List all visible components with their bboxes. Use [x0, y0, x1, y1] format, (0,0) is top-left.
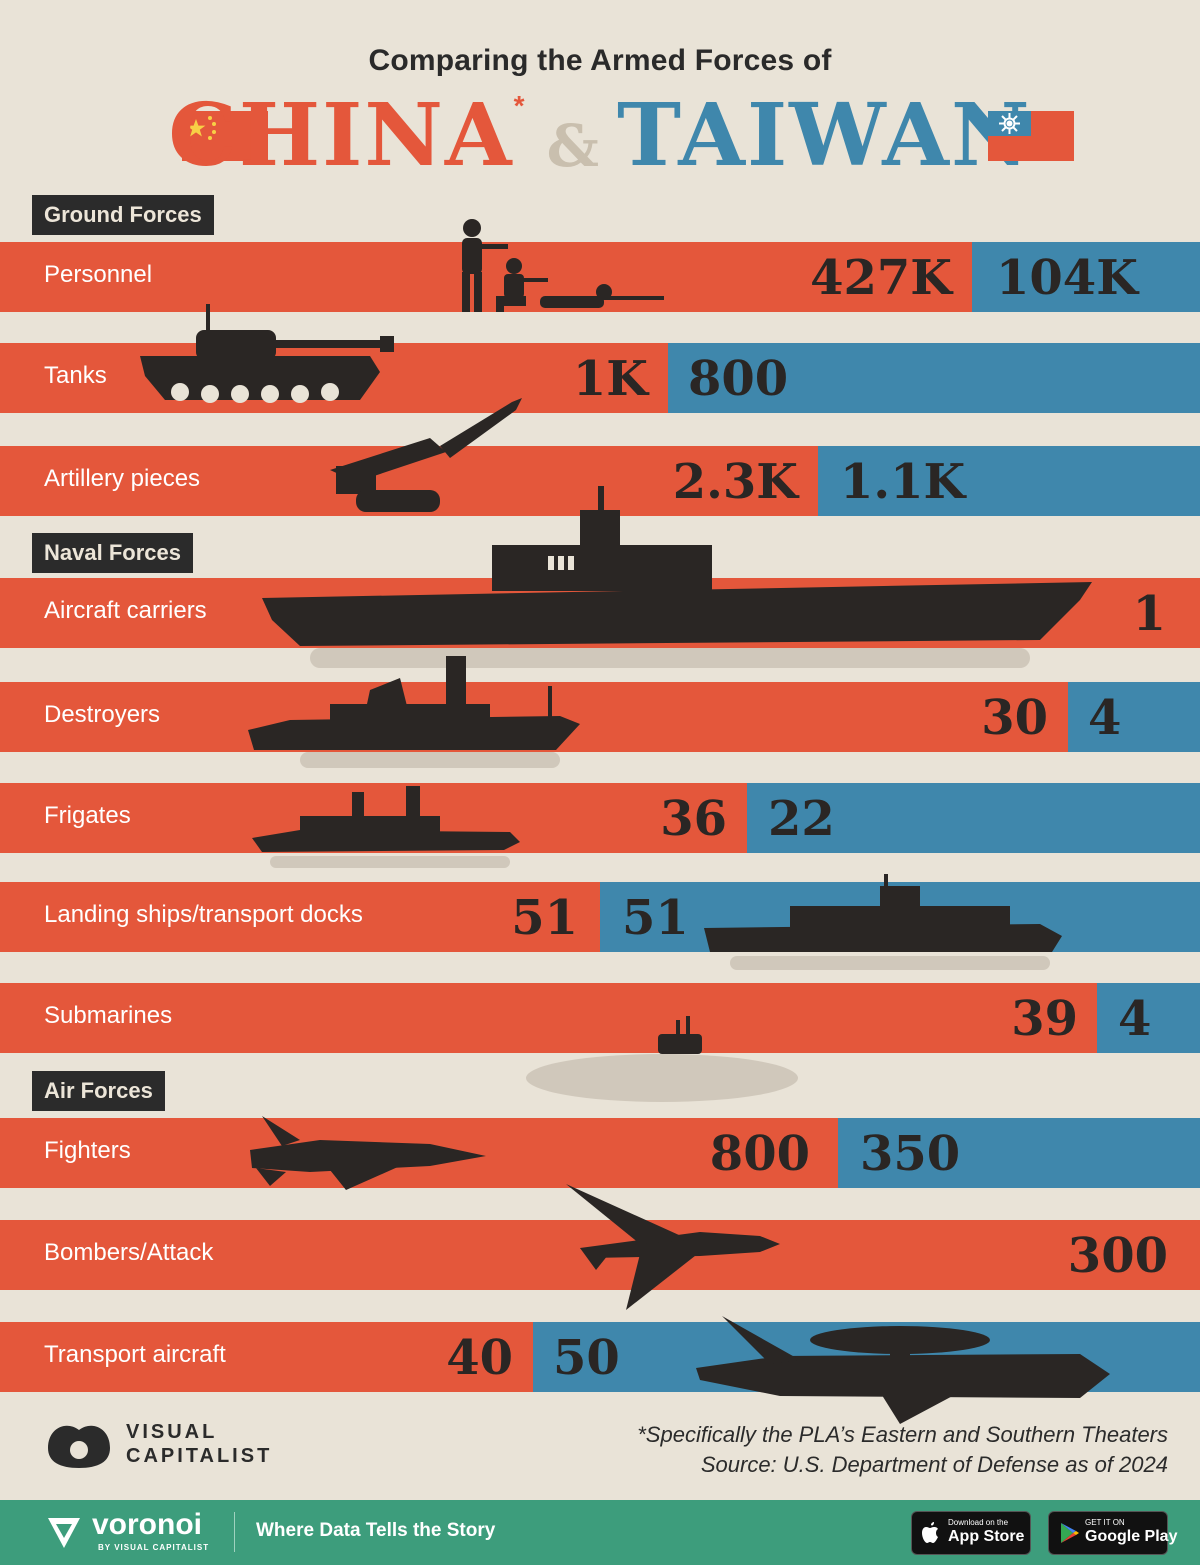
- voronoi-sub: BY VISUAL CAPITALIST: [98, 1543, 210, 1552]
- google-play-small: GET IT ON: [1085, 1518, 1125, 1527]
- value-taiwan: 4: [1088, 690, 1122, 746]
- footer-bar: voronoi BY VISUAL CAPITALIST Where Data …: [0, 1500, 1200, 1565]
- footnote: *Specifically the PLA’s Eastern and Sout…: [637, 1420, 1168, 1480]
- row-label: Bombers/Attack: [44, 1239, 214, 1266]
- section-tag-naval-forces: Naval Forces: [32, 533, 193, 573]
- bar-row-personnel: Personnel 427K 104K: [0, 242, 1200, 312]
- china-flag-icon: [182, 111, 268, 161]
- footer-divider: [234, 1512, 235, 1552]
- value-taiwan: 1.1K: [840, 454, 966, 510]
- bar-row-landing-ships: Landing ships/transport docks 51 51: [0, 882, 1200, 952]
- visual-capitalist-logo: VISUAL CAPITALIST: [44, 1418, 294, 1478]
- value-china: 51: [511, 890, 578, 946]
- app-store-small: Download on the: [948, 1518, 1009, 1527]
- value-china: 36: [660, 791, 727, 847]
- value-taiwan: 800: [688, 351, 789, 407]
- value-china: 300: [1067, 1228, 1168, 1284]
- bar-row-tanks: Tanks 1K 800: [0, 343, 1200, 413]
- title-asterisk: *: [513, 90, 525, 121]
- vc-line2: CAPITALIST: [126, 1445, 273, 1467]
- row-label: Tanks: [44, 362, 107, 389]
- section-tag-ground-forces: Ground Forces: [32, 195, 214, 235]
- row-label: Fighters: [44, 1137, 131, 1164]
- bar-row-submarines: Submarines 39 4: [0, 983, 1200, 1053]
- bar-china: [0, 983, 1097, 1053]
- value-china: 800: [709, 1126, 810, 1182]
- bar-taiwan: [838, 1118, 1200, 1188]
- vc-line1: VISUAL: [126, 1421, 218, 1443]
- value-china: 39: [1011, 991, 1078, 1047]
- title-ampersand: &: [546, 112, 599, 180]
- value-china: 1K: [572, 351, 648, 407]
- row-label: Submarines: [44, 1002, 173, 1029]
- section-tag-air-forces: Air Forces: [32, 1071, 165, 1111]
- value-china: 30: [981, 690, 1048, 746]
- row-label: Personnel: [44, 261, 153, 288]
- bar-taiwan: [818, 446, 1200, 516]
- value-taiwan: 104K: [996, 250, 1138, 306]
- footnote-note: *Specifically the PLA’s Eastern and Sout…: [637, 1422, 1168, 1447]
- value-china: 40: [446, 1330, 513, 1386]
- bar-row-destroyers: Destroyers 30 4: [0, 682, 1200, 752]
- row-label: Aircraft carriers: [44, 597, 207, 624]
- footnote-source: Source: U.S. Department of Defense as of…: [700, 1452, 1168, 1477]
- app-store-button[interactable]: Download on the App Store: [911, 1511, 1031, 1555]
- bar-row-frigates: Frigates 36 22: [0, 783, 1200, 853]
- bar-china: [0, 1322, 533, 1392]
- bar-row-transport-aircraft: Transport aircraft 40 50: [0, 1322, 1200, 1392]
- header: Comparing the Armed Forces of CHINA * & …: [0, 0, 1200, 200]
- apple-icon: [922, 1522, 938, 1543]
- voronoi-icon: [48, 1518, 80, 1548]
- bar-taiwan: [1068, 682, 1200, 752]
- value-taiwan: 51: [622, 890, 689, 946]
- google-play-button[interactable]: GET IT ON Google Play: [1048, 1511, 1177, 1555]
- voronoi-name: voronoi: [92, 1508, 202, 1541]
- title-taiwan: TAIWAN: [616, 85, 1032, 186]
- bar-row-artillery: Artillery pieces 2.3K 1.1K: [0, 446, 1200, 516]
- voronoi-logo[interactable]: voronoi BY VISUAL CAPITALIST: [44, 1508, 234, 1558]
- app-store-big: App Store: [948, 1528, 1025, 1545]
- bar-row-fighters: Fighters 800 350: [0, 1118, 1200, 1188]
- tagline: Where Data Tells the Story: [256, 1520, 496, 1541]
- value-china: 427K: [810, 250, 952, 306]
- bar-taiwan: [972, 242, 1200, 312]
- bar-row-aircraft-carriers: Aircraft carriers 1: [0, 578, 1200, 648]
- chart-kicker: Comparing the Armed Forces of: [368, 44, 832, 77]
- title-china: CHINA: [168, 85, 514, 186]
- value-taiwan: 350: [860, 1126, 961, 1182]
- value-taiwan: 22: [768, 791, 835, 847]
- value-china: 1: [1132, 586, 1166, 642]
- row-label: Artillery pieces: [44, 465, 201, 492]
- value-taiwan: 50: [553, 1330, 620, 1386]
- bar-taiwan: [668, 343, 1200, 413]
- bar-taiwan: [747, 783, 1200, 853]
- taiwan-flag-icon: [988, 111, 1074, 161]
- bar-china: [0, 882, 600, 952]
- row-label: Frigates: [44, 802, 131, 829]
- bar-taiwan: [1097, 983, 1200, 1053]
- bar-row-bombers: Bombers/Attack 300: [0, 1220, 1200, 1290]
- value-china: 2.3K: [672, 454, 798, 510]
- row-label: Destroyers: [44, 701, 161, 728]
- visual-capitalist-icon: [48, 1425, 110, 1468]
- value-taiwan: 4: [1118, 991, 1152, 1047]
- row-label: Transport aircraft: [44, 1341, 226, 1368]
- bar-china: [0, 242, 972, 312]
- google-play-big: Google Play: [1085, 1528, 1178, 1545]
- chart-title: CHINA * & TAIWAN: [0, 86, 1200, 186]
- google-play-icon: [1061, 1523, 1079, 1543]
- row-label: Landing ships/transport docks: [44, 901, 363, 928]
